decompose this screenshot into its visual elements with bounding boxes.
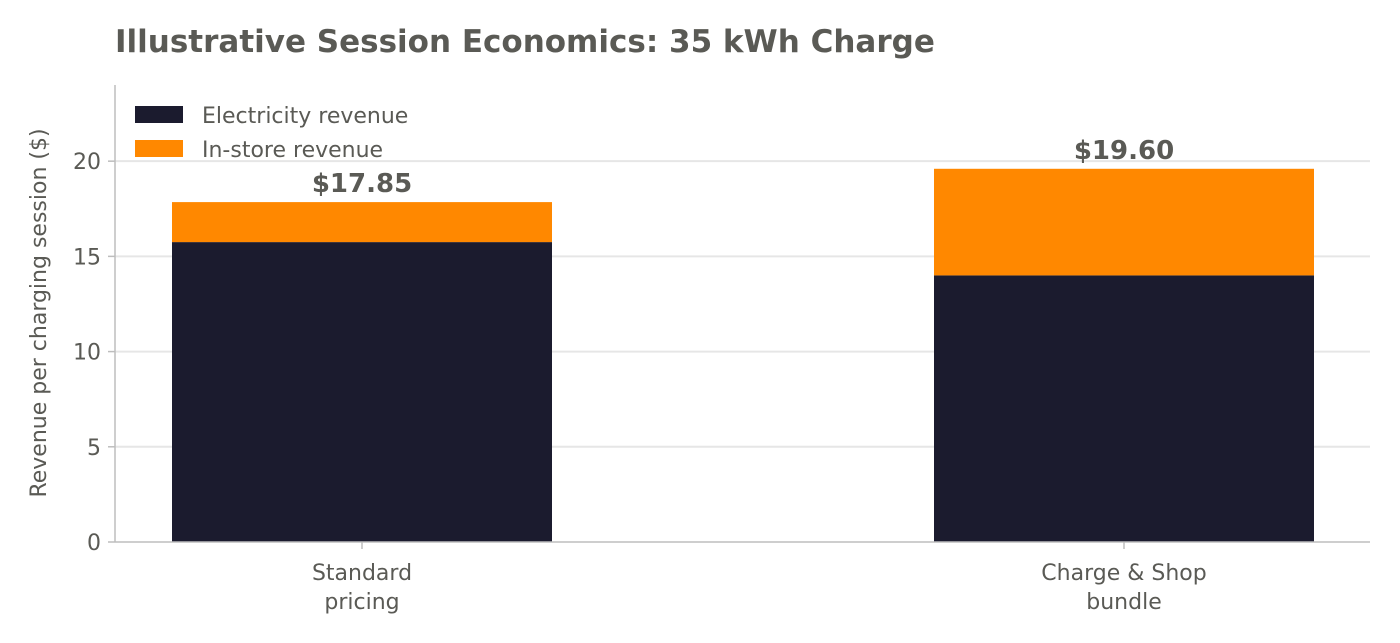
- x-tick-label-line: bundle: [1086, 590, 1161, 615]
- bar-electricity-1: [934, 275, 1314, 542]
- axes: 0 5 10 15 20 Standard pricing Charge & Shop bund…: [73, 85, 1370, 615]
- y-tick-label-0: 0: [87, 531, 101, 556]
- y-tick-label-20: 20: [73, 150, 101, 175]
- legend: Electricity revenue In-store revenue: [135, 104, 408, 163]
- chart-title: Illustrative Session Economics: 35 kWh C…: [115, 24, 935, 60]
- legend-label-0: Electricity revenue: [202, 104, 408, 129]
- total-labels: $17.85 $19.60: [312, 136, 1174, 199]
- x-tick-label-line: Standard: [312, 561, 412, 586]
- bar-in-store-1: [934, 168, 1314, 276]
- y-tick-label-15: 15: [73, 245, 101, 270]
- y-tick-label-10: 10: [73, 341, 101, 366]
- y-tick-label-5: 5: [87, 436, 101, 461]
- bar-electricity-0: [172, 242, 552, 542]
- x-tick-label-line: Charge & Shop: [1041, 561, 1206, 586]
- total-label-1: $19.60: [1074, 136, 1174, 166]
- x-tick-label-line: pricing: [324, 590, 399, 615]
- total-label-0: $17.85: [312, 169, 412, 199]
- x-tick-label-1: Charge & Shop bundle: [1041, 561, 1206, 615]
- legend-swatch-1: [135, 140, 183, 157]
- bars: [172, 168, 1314, 542]
- legend-label-1: In-store revenue: [202, 138, 383, 163]
- y-axis-label: Revenue per charging session ($): [27, 128, 52, 497]
- x-tick-label-0: Standard pricing: [312, 561, 412, 615]
- bar-in-store-0: [172, 202, 552, 243]
- legend-swatch-0: [135, 106, 183, 123]
